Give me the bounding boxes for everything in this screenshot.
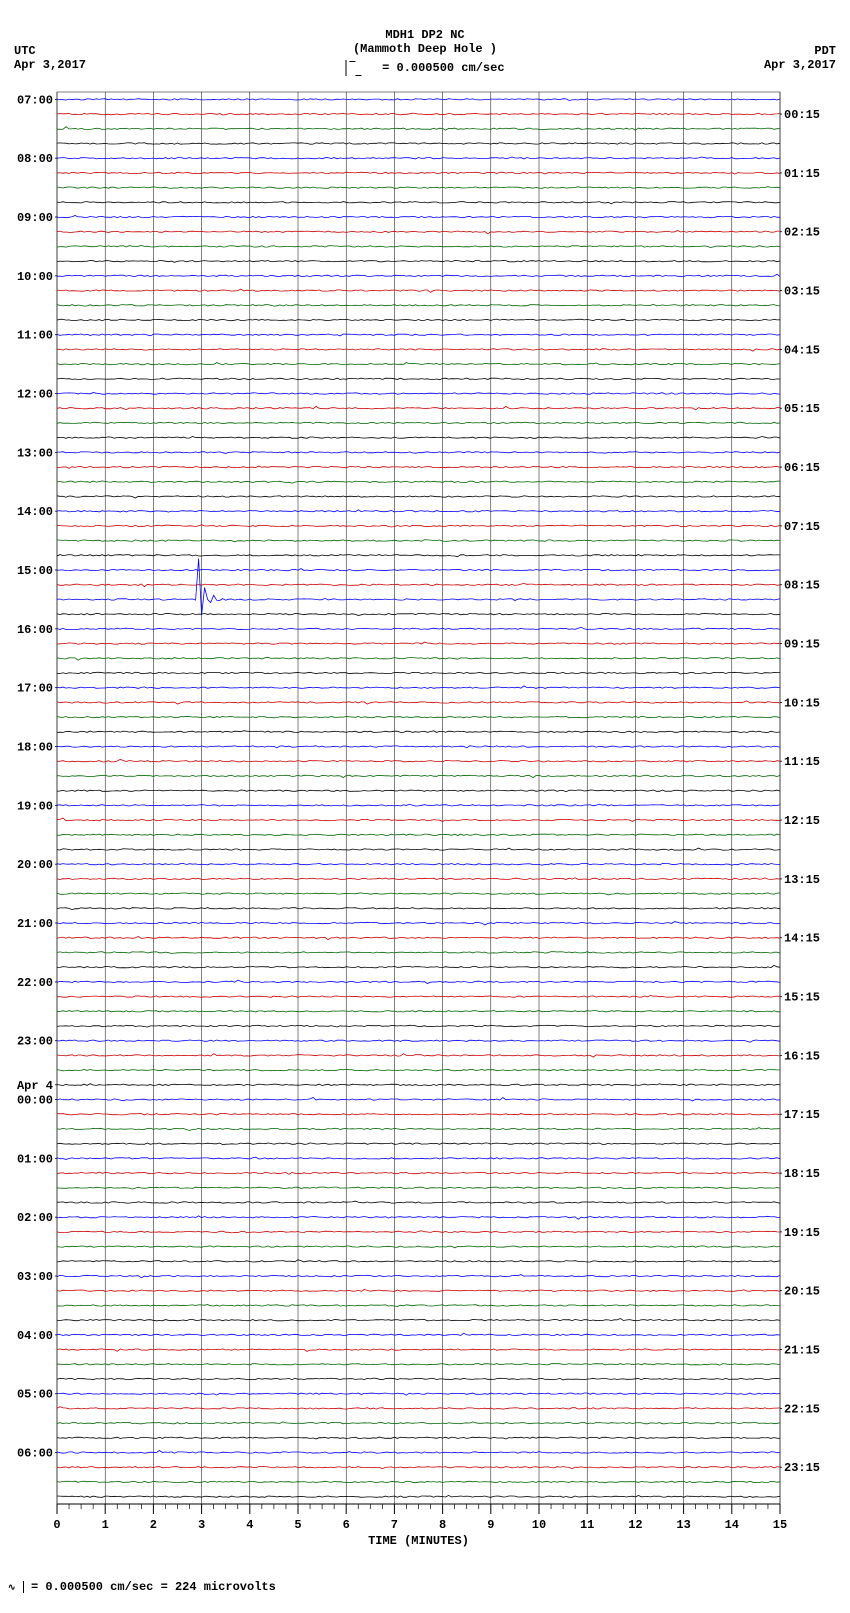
svg-text:13: 13 — [676, 1518, 690, 1532]
svg-text:02:15: 02:15 — [784, 226, 820, 240]
svg-text:01:15: 01:15 — [784, 167, 820, 181]
svg-text:07:00: 07:00 — [17, 93, 53, 107]
svg-text:00:15: 00:15 — [784, 108, 820, 122]
svg-text:TIME (MINUTES): TIME (MINUTES) — [368, 1534, 469, 1548]
svg-text:07:15: 07:15 — [784, 520, 820, 534]
svg-text:0: 0 — [53, 1518, 60, 1532]
svg-text:12: 12 — [628, 1518, 642, 1532]
svg-text:04:15: 04:15 — [784, 343, 820, 357]
svg-text:13:00: 13:00 — [17, 446, 53, 460]
svg-text:11:15: 11:15 — [784, 755, 820, 769]
svg-text:15:15: 15:15 — [784, 991, 820, 1005]
svg-text:12:00: 12:00 — [17, 388, 53, 402]
svg-text:06:15: 06:15 — [784, 461, 820, 475]
svg-text:22:15: 22:15 — [784, 1402, 820, 1416]
footer-scale: ∿ = 0.000500 cm/sec = 224 microvolts — [8, 1580, 276, 1594]
svg-text:10: 10 — [532, 1518, 546, 1532]
svg-text:7: 7 — [391, 1518, 398, 1532]
svg-text:05:00: 05:00 — [17, 1388, 53, 1402]
svg-text:6: 6 — [343, 1518, 350, 1532]
svg-text:20:15: 20:15 — [784, 1285, 820, 1299]
svg-text:18:15: 18:15 — [784, 1167, 820, 1181]
svg-text:21:15: 21:15 — [784, 1344, 820, 1358]
svg-text:11:00: 11:00 — [17, 329, 53, 343]
svg-text:4: 4 — [246, 1518, 253, 1532]
svg-text:12:15: 12:15 — [784, 814, 820, 828]
svg-text:06:00: 06:00 — [17, 1447, 53, 1461]
svg-text:10:00: 10:00 — [17, 270, 53, 284]
svg-text:08:00: 08:00 — [17, 152, 53, 166]
svg-text:03:00: 03:00 — [17, 1270, 53, 1284]
seismogram-container: MDH1 DP2 NC (Mammoth Deep Hole ) = 0.000… — [0, 0, 850, 1613]
svg-text:9: 9 — [487, 1518, 494, 1532]
svg-text:16:00: 16:00 — [17, 623, 53, 637]
svg-text:8: 8 — [439, 1518, 446, 1532]
svg-text:14: 14 — [725, 1518, 739, 1532]
svg-text:15: 15 — [773, 1518, 787, 1532]
svg-text:Apr 4: Apr 4 — [17, 1079, 53, 1093]
svg-text:23:00: 23:00 — [17, 1035, 53, 1049]
svg-text:05:15: 05:15 — [784, 402, 820, 416]
svg-text:00:00: 00:00 — [17, 1094, 53, 1108]
svg-text:22:00: 22:00 — [17, 976, 53, 990]
svg-text:19:15: 19:15 — [784, 1226, 820, 1240]
svg-text:09:15: 09:15 — [784, 638, 820, 652]
svg-text:15:00: 15:00 — [17, 564, 53, 578]
svg-text:1: 1 — [102, 1518, 109, 1532]
svg-text:16:15: 16:15 — [784, 1049, 820, 1063]
svg-text:5: 5 — [294, 1518, 301, 1532]
svg-text:19:00: 19:00 — [17, 799, 53, 813]
svg-text:13:15: 13:15 — [784, 873, 820, 887]
svg-text:17:15: 17:15 — [784, 1108, 820, 1122]
seismogram-svg: 0123456789101112131415TIME (MINUTES)07:0… — [0, 0, 850, 1613]
svg-text:01:00: 01:00 — [17, 1152, 53, 1166]
svg-text:3: 3 — [198, 1518, 205, 1532]
svg-text:20:00: 20:00 — [17, 858, 53, 872]
svg-text:09:00: 09:00 — [17, 211, 53, 225]
svg-text:14:00: 14:00 — [17, 505, 53, 519]
footer-scale-text: = 0.000500 cm/sec = 224 microvolts — [31, 1580, 276, 1594]
svg-text:2: 2 — [150, 1518, 157, 1532]
svg-text:23:15: 23:15 — [784, 1461, 820, 1475]
svg-text:14:15: 14:15 — [784, 932, 820, 946]
svg-text:17:00: 17:00 — [17, 682, 53, 696]
svg-text:11: 11 — [580, 1518, 594, 1532]
svg-text:02:00: 02:00 — [17, 1211, 53, 1225]
svg-text:21:00: 21:00 — [17, 917, 53, 931]
svg-text:03:15: 03:15 — [784, 285, 820, 299]
svg-text:08:15: 08:15 — [784, 579, 820, 593]
svg-text:10:15: 10:15 — [784, 696, 820, 710]
svg-text:04:00: 04:00 — [17, 1329, 53, 1343]
svg-text:18:00: 18:00 — [17, 741, 53, 755]
